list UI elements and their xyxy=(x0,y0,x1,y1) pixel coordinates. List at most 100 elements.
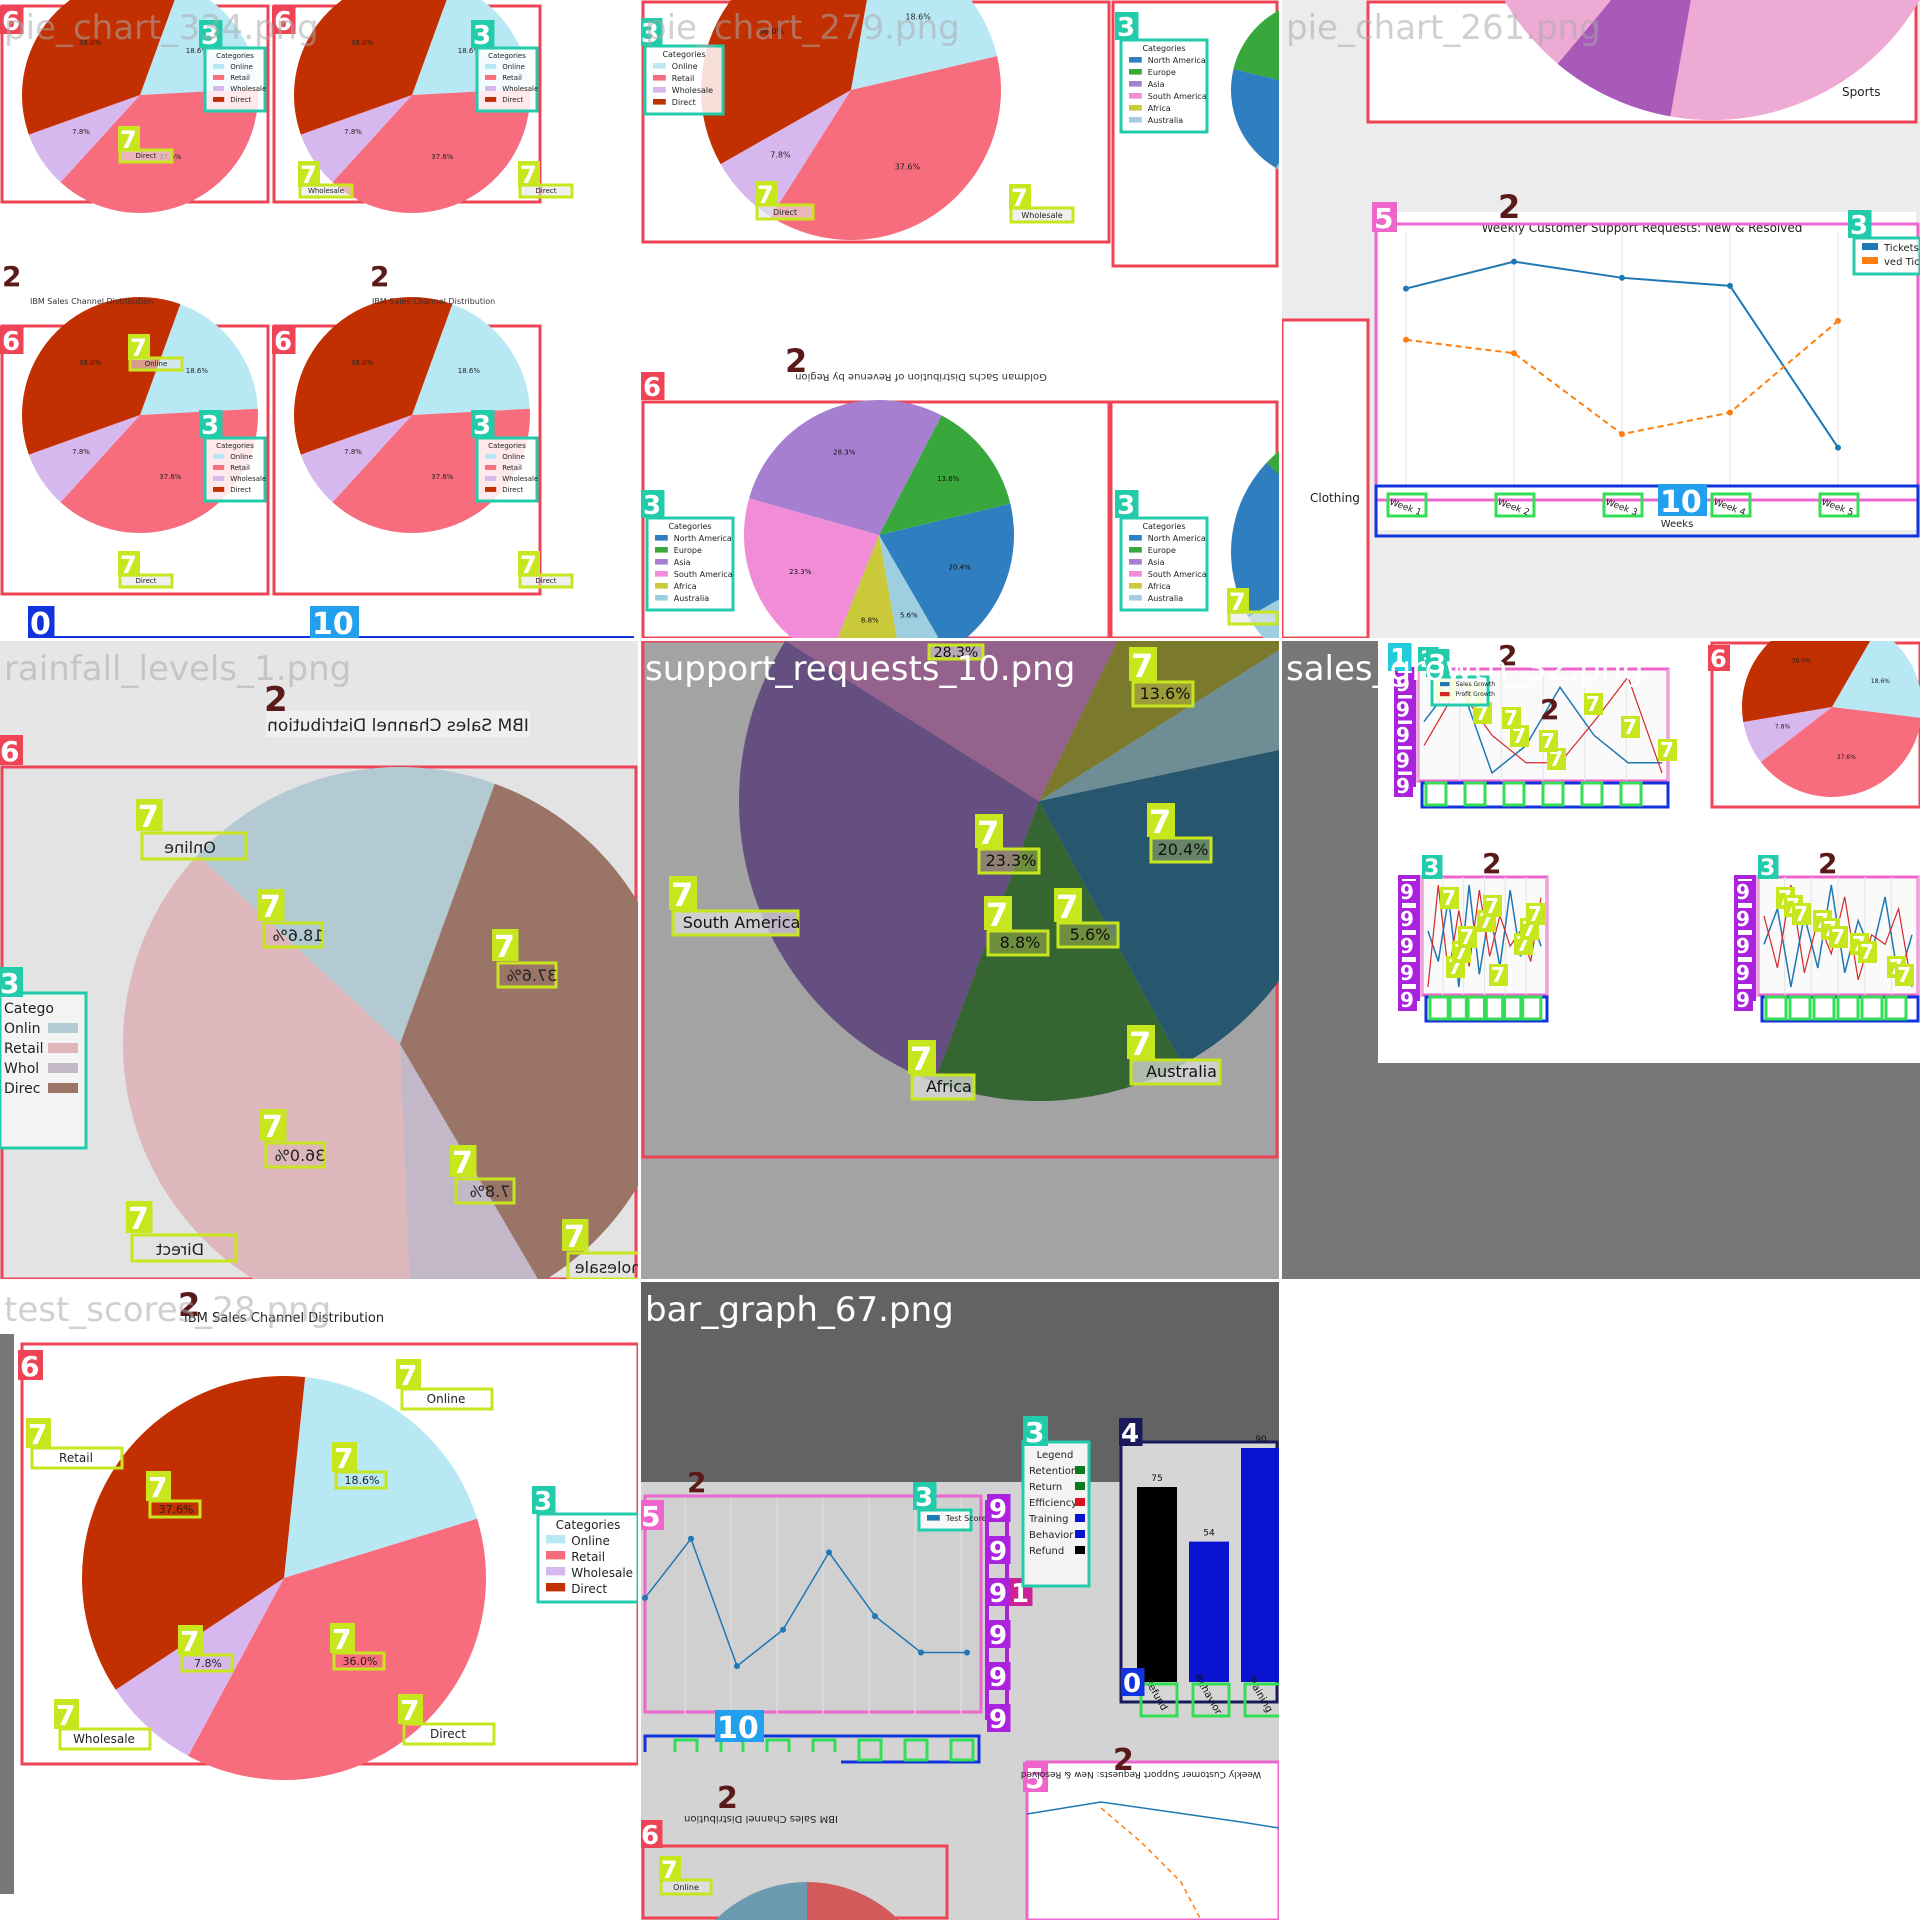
annotation-tag-bg xyxy=(1426,649,1450,677)
yaxis-tick-marker: 9 xyxy=(989,1663,1007,1693)
tick-box xyxy=(1602,492,1644,518)
bar-behavior xyxy=(1189,1541,1229,1682)
axes-box xyxy=(1374,222,1920,502)
pie-slice-online xyxy=(715,1882,807,1920)
legend-swatch xyxy=(485,75,497,80)
legend-marker: 3 xyxy=(0,967,19,1000)
tick-box xyxy=(1884,995,1908,1021)
ylabel-marker: 1 xyxy=(1390,644,1408,674)
legend-entry: Profit Growth xyxy=(1456,691,1495,698)
annotation-tag-bg xyxy=(987,1536,1011,1564)
legend-marker: 3 xyxy=(473,411,491,441)
yaxis-tick-marker: 9 xyxy=(989,1537,1007,1567)
title-marker: 2 xyxy=(264,680,288,720)
legend-swatch xyxy=(1129,547,1142,553)
slice-value-label: 36.0% xyxy=(759,27,785,36)
label-marker: 7 xyxy=(400,1694,419,1727)
legend-entry: Asia xyxy=(1148,558,1165,567)
legend-swatch xyxy=(1075,1466,1085,1474)
annotation-tag-bg xyxy=(1054,888,1082,922)
label-marker: 7 xyxy=(398,1359,417,1392)
tick-box xyxy=(1836,995,1860,1021)
label-marker: 7 xyxy=(520,551,537,579)
mini-legend xyxy=(1119,38,1209,134)
legend-swatch xyxy=(1129,69,1142,75)
tile-pie-chart-334: 18.6% 37.6% 7.8% 36.0% Categories Online Retai… xyxy=(0,0,638,638)
slice-value-label: 18.6% xyxy=(905,12,931,21)
annotation-tag-bg xyxy=(1489,964,1508,986)
legend-entry: South America xyxy=(674,570,733,579)
annotation-tag-bg xyxy=(1394,698,1413,721)
label-box xyxy=(671,909,800,937)
bar-refund xyxy=(1137,1487,1177,1682)
legend-swatch xyxy=(1129,117,1142,123)
pie-slice-retail xyxy=(770,56,1001,241)
plot-marker: 6 xyxy=(643,373,661,403)
pie-slice-retail xyxy=(123,854,410,1279)
slice-value-label: 36.0% xyxy=(79,39,102,47)
tile-pie-chart-279: 18.6% 37.6% 7.8% 36.0% Categories Online Retai… xyxy=(641,0,1279,638)
label-marker: 7 xyxy=(130,334,147,362)
legend-swatch xyxy=(485,487,497,492)
tick-box xyxy=(1424,781,1448,807)
tile-pie-chart-261: Sports Clothing Weekly Customer Support Re… xyxy=(1282,0,1920,638)
legend-entry: Online xyxy=(571,1534,610,1548)
series-point xyxy=(872,1613,878,1620)
slice-category-label: Australia xyxy=(1146,1062,1217,1081)
annotation-tag-bg xyxy=(1483,895,1502,917)
annotation-tag-bg xyxy=(1708,645,1730,671)
label-marker: 7 xyxy=(300,161,317,189)
yaxis-tick-marker: 9 xyxy=(1396,698,1410,722)
annotation-tag-bg xyxy=(1127,1025,1155,1059)
label-marker: 7 xyxy=(1623,715,1637,739)
legend-title: Categories xyxy=(216,442,254,450)
legend-swatch xyxy=(653,75,666,81)
legend-marker: 3 xyxy=(1760,856,1775,881)
series-line xyxy=(1026,1801,1279,1829)
pie-slice-wholesale xyxy=(115,1578,284,1756)
annotation-tag-bg xyxy=(146,1471,171,1501)
series-point xyxy=(826,1549,832,1556)
label-marker: 7 xyxy=(1528,902,1542,926)
label-marker: 7 xyxy=(1229,588,1246,616)
slice-category-label: Retail xyxy=(59,1451,93,1465)
label-marker: 7 xyxy=(671,876,693,914)
label-marker: 7 xyxy=(1485,894,1499,918)
pie-slice-wholesale xyxy=(720,90,851,217)
slice-category-label: Sports xyxy=(1842,85,1880,99)
series-point xyxy=(1511,258,1517,265)
series-point xyxy=(1619,274,1625,281)
annotation-tag-bg xyxy=(641,490,665,518)
slice-value-label: 18.6% xyxy=(345,1474,380,1487)
annotation-tag-bg xyxy=(1398,989,1417,1011)
annotation-tag-bg xyxy=(1458,926,1477,948)
legend-entry: Wholesale xyxy=(672,86,713,95)
label-marker: 7 xyxy=(120,126,137,154)
pie-slice-direct xyxy=(1742,641,1871,723)
annotation-tag-bg xyxy=(1547,748,1566,770)
tick-box xyxy=(1502,781,1526,807)
pie-slice-online xyxy=(412,304,530,415)
label-marker: 7 xyxy=(1794,902,1808,926)
x-axis-label: Weeks xyxy=(1661,519,1694,530)
legend-marker: 3 xyxy=(1850,211,1868,241)
pie-slice-online xyxy=(197,767,495,1044)
label-box xyxy=(1131,680,1195,708)
annotation-tag-bg xyxy=(1858,941,1877,963)
mirrored-pie-svg: 618.6%737.6%736.0%77.8%7Online7Direct7Wh… xyxy=(0,680,638,1279)
legend-marker: 3 xyxy=(1117,491,1135,521)
annotation-tag-bg xyxy=(1394,749,1413,772)
yaxis-tick-marker: 9 xyxy=(989,1705,1007,1735)
yaxis-tick-marker: 9 xyxy=(1736,907,1750,931)
label-box xyxy=(977,847,1041,875)
yaxis-tick-marker: 9 xyxy=(1396,672,1410,696)
pie-slice-europe xyxy=(879,415,1011,535)
annotation-tag-bg xyxy=(1510,725,1529,747)
pie-slice-direct xyxy=(294,0,447,135)
tick-box xyxy=(1494,492,1536,518)
pie-slice-wholesale xyxy=(300,95,412,183)
label-marker: 7 xyxy=(1660,738,1674,762)
plot-marker: 6 xyxy=(641,1821,659,1851)
filename-label: pie_chart_279.png xyxy=(645,8,960,48)
